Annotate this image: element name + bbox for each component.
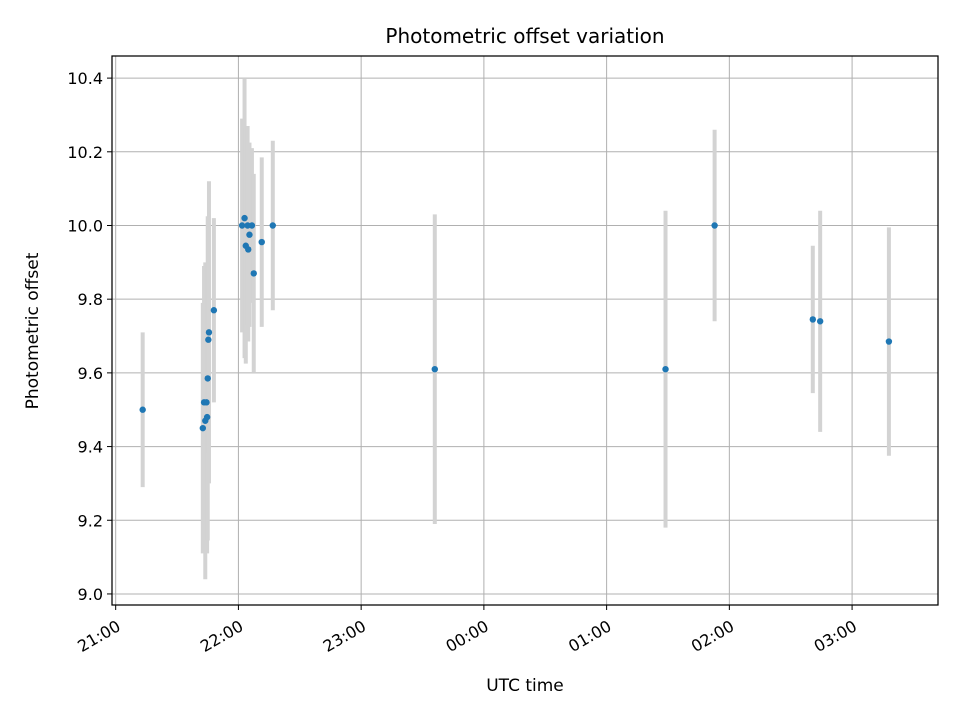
data-point [809, 316, 817, 323]
data-point [711, 222, 718, 229]
y-axis-label: Photometric offset [23, 252, 43, 409]
data-point [204, 375, 211, 382]
y-tick-label: 9.2 [78, 511, 103, 530]
x-tick-label: 01:00 [565, 616, 614, 656]
x-tick-label: 00:00 [442, 616, 491, 656]
x-tick-label: 22:00 [197, 616, 246, 656]
x-tick-label: 23:00 [320, 616, 369, 656]
y-axis-ticks: 9.0 9.2 9.4 9.6 9.8 10.0 10.2 10.4 [67, 69, 112, 604]
data-point [203, 399, 210, 406]
data-point [816, 318, 824, 325]
y-tick-label: 10.2 [67, 143, 103, 162]
data-point [662, 365, 669, 373]
x-tick-label: 21:00 [74, 616, 123, 656]
x-tick-label: 03:00 [811, 616, 860, 656]
data-point [250, 270, 257, 277]
data-point [246, 231, 253, 238]
data-point [245, 246, 252, 253]
x-tick-label: 02:00 [688, 616, 737, 656]
y-tick-label: 9.8 [78, 290, 103, 309]
data-point [205, 329, 213, 336]
data-point [258, 238, 265, 246]
chart-title: Photometric offset variation [385, 24, 664, 48]
y-tick-label: 9.4 [78, 438, 103, 457]
data-point [210, 307, 218, 314]
data-point [139, 406, 146, 413]
error-bars [140, 78, 891, 580]
data-points [139, 214, 893, 432]
data-point [269, 222, 276, 229]
y-tick-label: 10.4 [67, 69, 103, 88]
data-point [199, 424, 207, 432]
y-tick-label: 10.0 [67, 216, 103, 235]
data-point [431, 365, 438, 373]
data-point [885, 338, 893, 345]
y-tick-label: 9.6 [78, 364, 103, 383]
data-point [238, 222, 246, 229]
plot-frame [111, 55, 939, 606]
data-point [248, 222, 256, 229]
x-axis-ticks: 21:00 22:00 23:00 00:00 01:00 02:00 03:00 [74, 605, 860, 656]
data-point [241, 214, 248, 222]
data-point [205, 336, 212, 343]
y-tick-label: 9.0 [78, 585, 103, 604]
data-point [203, 413, 211, 421]
x-axis-label: UTC time [486, 676, 564, 696]
